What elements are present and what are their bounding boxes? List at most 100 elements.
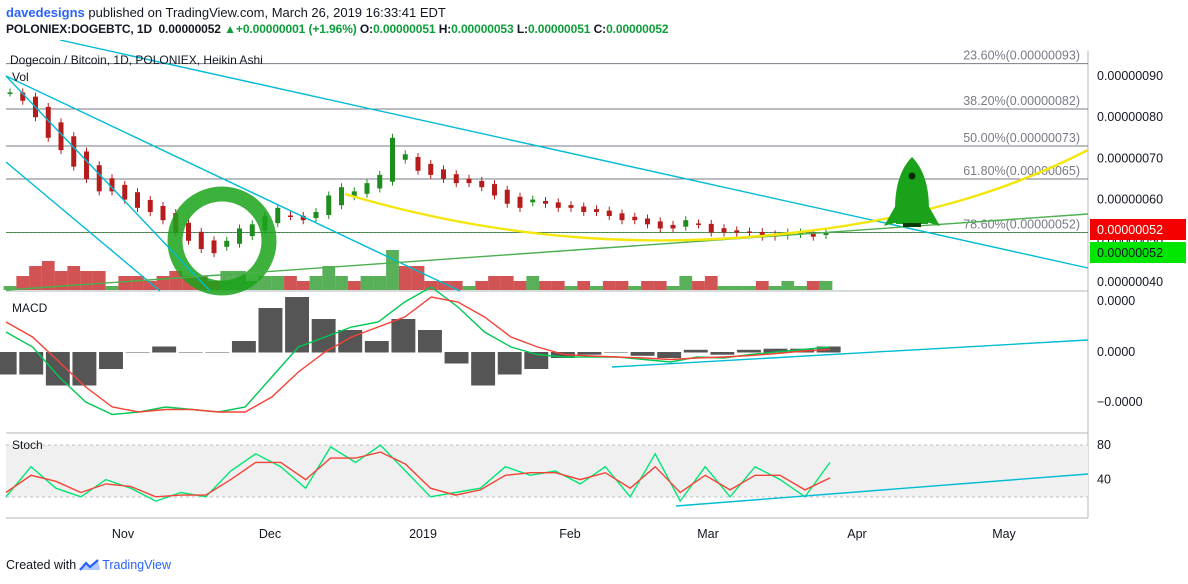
macd-hist-bar xyxy=(736,349,761,353)
candle-body xyxy=(390,137,395,182)
low-label: L: xyxy=(516,22,528,36)
stoch-band xyxy=(6,445,1088,497)
macd-title: MACD xyxy=(12,301,48,315)
candle-body xyxy=(58,122,64,151)
volume-bar xyxy=(92,271,106,290)
candle-body xyxy=(186,222,191,241)
macd-hist-bar xyxy=(418,330,442,353)
macd-trendline[interactable] xyxy=(611,339,1089,368)
macd-tick-label: 0.0000 xyxy=(1097,294,1135,308)
volume-bar xyxy=(131,276,144,290)
trendline-cyan-1[interactable] xyxy=(5,75,211,292)
volume-bar xyxy=(67,266,81,290)
low-value: 0.00000051 xyxy=(527,22,591,36)
macd-hist-bar xyxy=(152,346,177,353)
price-pane[interactable] xyxy=(6,51,1088,291)
volume-bar xyxy=(3,286,17,290)
candles xyxy=(7,88,829,258)
volume-bar xyxy=(768,286,782,290)
time-tick-label: Apr xyxy=(847,527,866,541)
candle-body xyxy=(453,174,459,184)
volume-bar xyxy=(309,276,323,290)
macd-hist-bar xyxy=(657,352,682,358)
candle-body xyxy=(249,224,255,237)
candle-body xyxy=(415,157,421,171)
stoch-scale[interactable]: 80 40 xyxy=(1097,438,1111,486)
macd-hist-bar xyxy=(577,352,602,355)
tradingview-logo-icon xyxy=(79,559,101,571)
rounded-bottom-curve[interactable] xyxy=(344,148,1089,242)
fib-level-label: 61.80%(0.00000065) xyxy=(963,164,1080,178)
macd-hist-bar xyxy=(471,352,496,386)
time-scale[interactable]: Nov Dec 2019 Feb Mar Apr May xyxy=(112,527,1017,541)
macd-hist-bar xyxy=(391,319,416,353)
candle-body xyxy=(122,184,128,200)
macd-hist-bar xyxy=(231,341,256,353)
volume-bar xyxy=(41,261,55,290)
candle-body xyxy=(147,200,153,212)
volume-bar xyxy=(666,286,680,290)
author-name[interactable]: davedesigns xyxy=(6,5,85,20)
volume-bar xyxy=(641,281,654,290)
candle-body xyxy=(224,240,230,247)
macd-hist-bar xyxy=(683,349,708,353)
close-value: 0.00000052 xyxy=(606,22,669,36)
candle-body xyxy=(594,209,599,212)
macd-hist-bar xyxy=(364,341,389,353)
volume-bar xyxy=(577,281,591,290)
volume-bar xyxy=(819,281,833,290)
candle-body xyxy=(441,169,446,179)
candle-body xyxy=(632,216,638,221)
tradingview-link[interactable]: TradingView xyxy=(102,558,171,572)
macd-hist-bar xyxy=(125,352,150,353)
trendline-cyan-2[interactable] xyxy=(5,161,161,292)
volume-bar xyxy=(360,276,374,290)
volume-bar xyxy=(335,276,348,290)
signal-line xyxy=(5,296,831,413)
publish-info: davedesigns published on TradingView.com… xyxy=(6,5,446,20)
volume-bar xyxy=(169,271,183,290)
rocket-icon[interactable] xyxy=(884,157,940,227)
volume-bar xyxy=(105,286,119,290)
trendline-cyan-3[interactable] xyxy=(5,75,461,292)
volume-bar xyxy=(29,266,42,290)
candle-body xyxy=(479,180,485,188)
candle-body xyxy=(135,192,140,208)
macd-hist-bar xyxy=(550,352,575,358)
candle-body xyxy=(288,215,293,217)
candle-body xyxy=(657,221,663,229)
macd-hist-bar xyxy=(99,352,123,369)
candle-body xyxy=(326,195,332,215)
volume-bar xyxy=(602,281,616,290)
volume-bar xyxy=(692,281,705,290)
macd-tick-label: 0.0000 xyxy=(1097,345,1135,359)
macd-hist-bar xyxy=(338,330,363,353)
volume-bar xyxy=(755,281,769,290)
candle-body xyxy=(619,213,625,221)
volume-bar xyxy=(398,266,412,290)
high-label: H: xyxy=(438,22,452,36)
volume-bar xyxy=(296,281,310,290)
trendline-cyan-long[interactable] xyxy=(59,40,1089,269)
circle-annotation[interactable] xyxy=(167,186,277,296)
candle-body xyxy=(198,231,204,250)
volume-bar xyxy=(704,276,718,290)
macd-hist-bar xyxy=(630,352,655,356)
volume-bar xyxy=(653,281,667,290)
chart-area[interactable]: 23.60%(0.00000093) 38.20%(0.00000082) 50.0… xyxy=(0,40,1188,544)
candle-body xyxy=(747,231,752,233)
price-tick-label: 0.00000070 xyxy=(1097,151,1163,165)
price-badge-red-text: 0.00000052 xyxy=(1097,223,1163,237)
macd-hist-bar xyxy=(763,348,788,353)
change-arrow: ▲ xyxy=(224,22,236,36)
volume-bar xyxy=(590,286,603,290)
volume-bar xyxy=(628,286,642,290)
stoch-trendline[interactable] xyxy=(675,473,1089,507)
macd-histogram xyxy=(0,297,841,386)
volume-bar xyxy=(258,276,272,290)
time-tick-label: Feb xyxy=(559,527,581,541)
volume-bar xyxy=(437,281,450,290)
candle-body xyxy=(606,210,612,217)
symbol-label: POLONIEX:DOGEBTC, 1D xyxy=(6,22,153,36)
macd-scale[interactable]: 0.0000 0.0000 −0.0000 xyxy=(1097,294,1143,409)
